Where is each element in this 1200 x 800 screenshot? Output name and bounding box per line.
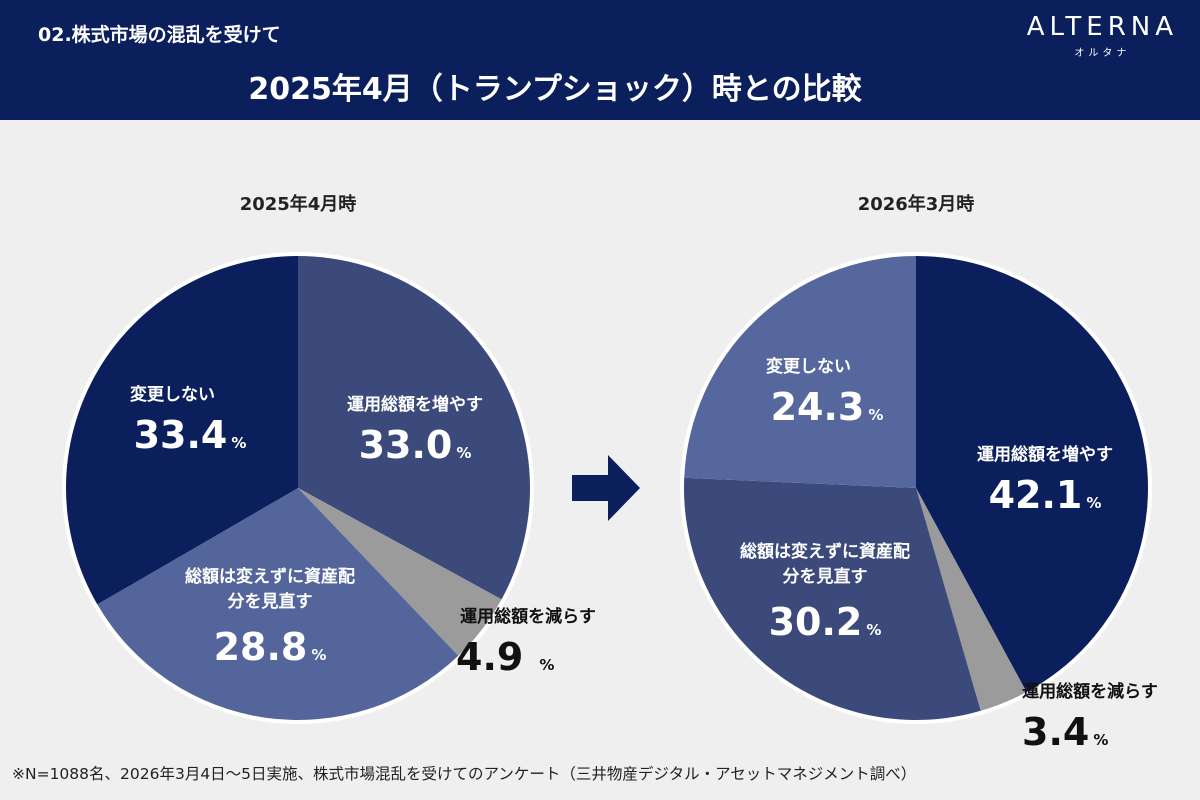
label-2026-rebalance: 総額は変えずに資産配分を見直す 30.2%: [740, 542, 910, 645]
logo-subtext: オルタナ: [1074, 48, 1131, 59]
header: 02.株式市場の混乱を受けて 2025年4月（トランプショック）時との比較 AL…: [0, 0, 1200, 120]
label-2025-decrease: 運用総額を減らす 4.9%: [456, 607, 596, 679]
logo-text: ALTERNA: [1026, 12, 1178, 42]
pie-slice-2025-1: [298, 488, 502, 656]
pie-title-2025: 2025年4月時: [239, 194, 357, 215]
pie-slice-2025-2: [97, 488, 459, 720]
pie-slice-2025-3: [66, 256, 298, 605]
label-2026-increase: 運用総額を増やす 42.1%: [977, 445, 1113, 517]
pie-slice-2026-2: [683, 477, 981, 720]
section-title: 02.株式市場の混乱を受けて: [38, 24, 281, 46]
pie-title-2026: 2026年3月時: [857, 194, 975, 215]
label-2025-nochange: 変更しない 33.4%: [130, 385, 247, 457]
label-2026-decrease: 運用総額を減らす 3.4%: [1022, 682, 1158, 754]
label-2026-nochange: 変更しない 24.3%: [766, 357, 884, 429]
pie-slice-2026-3: [684, 256, 916, 488]
page-title: 2025年4月（トランプショック）時との比較: [248, 72, 862, 107]
pie-slice-2025-0: [298, 256, 531, 600]
pie-slice-2026-1: [916, 488, 1027, 711]
arrow-right-icon: [572, 455, 640, 521]
label-2025-increase: 運用総額を増やす 33.0%: [347, 395, 483, 467]
footnote: ※N=1088名、2026年3月4日〜5日実施、株式市場混乱を受けてのアンケート…: [12, 765, 917, 783]
label-2025-rebalance: 総額は変えずに資産配分を見直す 28.8%: [185, 567, 355, 670]
pie-slice-2026-0: [916, 256, 1148, 693]
logo: ALTERNA オルタナ: [1027, 12, 1178, 59]
